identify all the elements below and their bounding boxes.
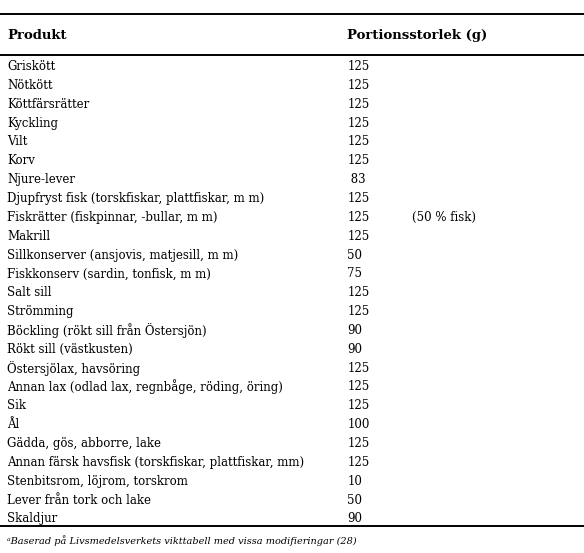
Text: Skaldjur: Skaldjur (7, 513, 57, 525)
Text: 90: 90 (347, 324, 363, 337)
Text: Produkt: Produkt (7, 29, 67, 43)
Text: Gädda, gös, abborre, lake: Gädda, gös, abborre, lake (7, 437, 161, 450)
Text: 125: 125 (347, 456, 370, 469)
Text: 90: 90 (347, 343, 363, 356)
Text: Portionsstorlek (g): Portionsstorlek (g) (347, 29, 488, 43)
Text: Fiskkonserv (sardin, tonfisk, m m): Fiskkonserv (sardin, tonfisk, m m) (7, 268, 211, 280)
Text: Sillkonserver (ansjovis, matjesill, m m): Sillkonserver (ansjovis, matjesill, m m) (7, 248, 238, 262)
Text: (50 % fisk): (50 % fisk) (412, 211, 476, 224)
Text: Stenbitsrom, löjrom, torskrom: Stenbitsrom, löjrom, torskrom (7, 474, 188, 488)
Text: Vilt: Vilt (7, 135, 27, 149)
Text: Lever från tork och lake: Lever från tork och lake (7, 494, 151, 507)
Text: Salt sill: Salt sill (7, 286, 51, 299)
Text: 125: 125 (347, 229, 370, 243)
Text: 75: 75 (347, 268, 363, 280)
Text: 125: 125 (347, 362, 370, 374)
Text: 50: 50 (347, 248, 363, 262)
Text: Nötkött: Nötkött (7, 79, 53, 92)
Text: Griskött: Griskött (7, 60, 55, 73)
Text: 125: 125 (347, 192, 370, 205)
Text: Djupfryst fisk (torskfiskar, plattfiskar, m m): Djupfryst fisk (torskfiskar, plattfiskar… (7, 192, 264, 205)
Text: ᵃBaserad på Livsmedelsverkets vikttabell med vissa modifieringar (28): ᵃBaserad på Livsmedelsverkets vikttabell… (7, 535, 357, 545)
Text: 125: 125 (347, 154, 370, 168)
Text: 125: 125 (347, 211, 370, 224)
Text: Östersjölax, havsöring: Östersjölax, havsöring (7, 361, 140, 375)
Text: Annan färsk havsfisk (torskfiskar, plattfiskar, mm): Annan färsk havsfisk (torskfiskar, platt… (7, 456, 304, 469)
Text: 125: 125 (347, 98, 370, 111)
Text: Rökt sill (västkusten): Rökt sill (västkusten) (7, 343, 133, 356)
Text: 83: 83 (347, 173, 366, 186)
Text: Annan lax (odlad lax, regnbåge, röding, öring): Annan lax (odlad lax, regnbåge, röding, … (7, 379, 283, 394)
Text: Köttfärsrätter: Köttfärsrätter (7, 98, 89, 111)
Text: 100: 100 (347, 418, 370, 431)
Text: 125: 125 (347, 117, 370, 129)
Text: Njure-lever: Njure-lever (7, 173, 75, 186)
Text: 10: 10 (347, 474, 362, 488)
Text: 125: 125 (347, 60, 370, 73)
Text: 125: 125 (347, 305, 370, 318)
Text: Ål: Ål (7, 418, 19, 431)
Text: 90: 90 (347, 513, 363, 525)
Text: Fiskrätter (fiskpinnar, -bullar, m m): Fiskrätter (fiskpinnar, -bullar, m m) (7, 211, 217, 224)
Text: Strömming: Strömming (7, 305, 74, 318)
Text: 125: 125 (347, 380, 370, 394)
Text: 125: 125 (347, 79, 370, 92)
Text: Böckling (rökt sill från Östersjön): Böckling (rökt sill från Östersjön) (7, 323, 207, 338)
Text: Makrill: Makrill (7, 229, 50, 243)
Text: 125: 125 (347, 135, 370, 149)
Text: 125: 125 (347, 399, 370, 413)
Text: Korv: Korv (7, 154, 35, 168)
Text: 50: 50 (347, 494, 363, 507)
Text: Sik: Sik (7, 399, 26, 413)
Text: 125: 125 (347, 437, 370, 450)
Text: Kyckling: Kyckling (7, 117, 58, 129)
Text: 125: 125 (347, 286, 370, 299)
